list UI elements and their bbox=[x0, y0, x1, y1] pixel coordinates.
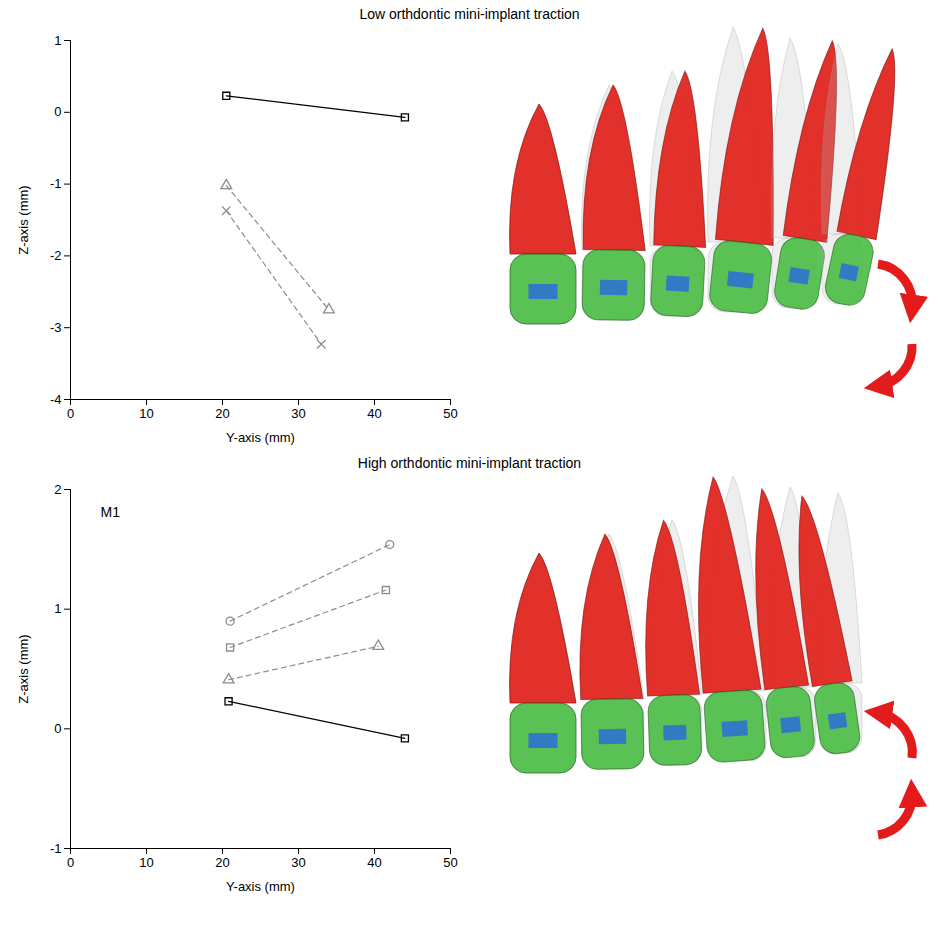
svg-text:Y-axis (mm): Y-axis (mm) bbox=[226, 430, 295, 445]
svg-text:0: 0 bbox=[54, 721, 61, 736]
svg-text:10: 10 bbox=[139, 406, 153, 421]
svg-text:50: 50 bbox=[443, 855, 457, 870]
svg-text:0: 0 bbox=[54, 104, 61, 119]
svg-text:-1: -1 bbox=[50, 841, 62, 856]
svg-text:-3: -3 bbox=[50, 320, 62, 335]
svg-text:0: 0 bbox=[67, 406, 74, 421]
svg-text:20: 20 bbox=[215, 406, 229, 421]
svg-text:M1: M1 bbox=[101, 504, 121, 520]
svg-text:-1: -1 bbox=[50, 176, 62, 191]
svg-text:20: 20 bbox=[215, 855, 229, 870]
svg-text:-2: -2 bbox=[50, 248, 62, 263]
svg-text:1: 1 bbox=[54, 601, 61, 616]
svg-text:50: 50 bbox=[443, 406, 457, 421]
svg-text:40: 40 bbox=[367, 855, 381, 870]
svg-text:-4: -4 bbox=[50, 392, 62, 407]
svg-text:30: 30 bbox=[291, 406, 305, 421]
svg-text:Z-axis (mm): Z-axis (mm) bbox=[16, 634, 31, 703]
html-text:High orthdontic mini-implant t: High orthdontic mini-implant traction bbox=[357, 455, 582, 471]
svg-text:10: 10 bbox=[139, 855, 153, 870]
svg-text:40: 40 bbox=[367, 406, 381, 421]
svg-text:0: 0 bbox=[67, 855, 74, 870]
svg-text:30: 30 bbox=[291, 855, 305, 870]
svg-text:Y-axis (mm): Y-axis (mm) bbox=[226, 879, 295, 894]
html-text:Low orthdontic mini-implant tr: Low orthdontic mini-implant traction bbox=[359, 6, 580, 22]
svg-text:2: 2 bbox=[54, 482, 61, 497]
svg-text:Z-axis (mm): Z-axis (mm) bbox=[16, 185, 31, 254]
svg-text:1: 1 bbox=[54, 33, 61, 48]
